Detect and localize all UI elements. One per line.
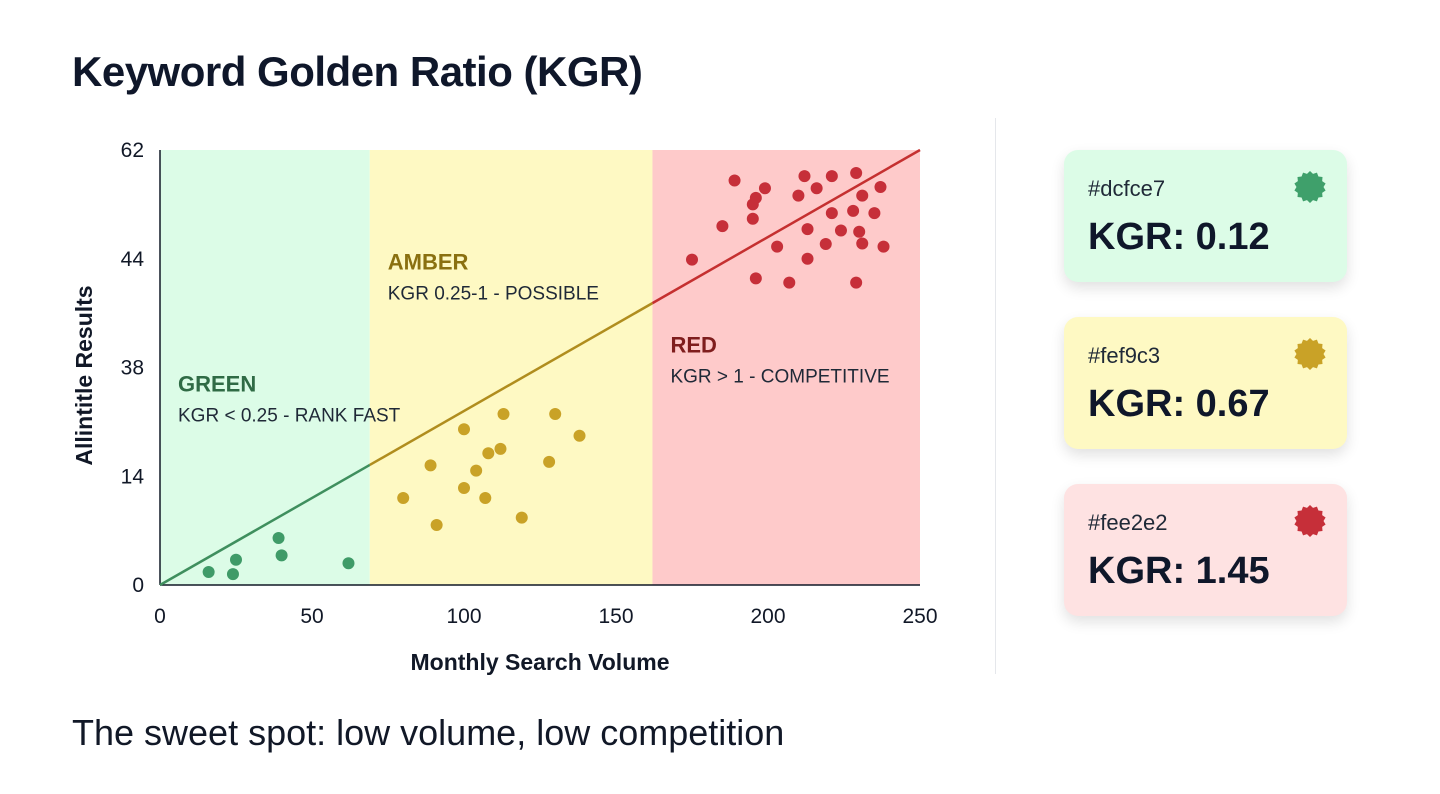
data-point-amber — [573, 429, 586, 442]
card-hex-label: #fef9c3 — [1088, 343, 1161, 368]
data-point-amber — [470, 464, 483, 477]
zone-amber — [369, 150, 653, 585]
data-point-amber — [482, 447, 495, 460]
x-tick-label: 150 — [598, 605, 633, 628]
data-point-green — [272, 532, 285, 545]
data-point-red — [716, 220, 729, 233]
data-point-red — [853, 225, 866, 238]
data-point-amber — [494, 442, 507, 455]
data-point-red — [825, 207, 838, 220]
data-point-red — [856, 189, 869, 202]
data-point-red — [746, 212, 759, 225]
zone-red — [652, 150, 920, 585]
data-point-red — [783, 276, 796, 289]
data-point-amber — [397, 492, 410, 504]
kgr-chart: 0 50 100 150 200 250 0 14 38 44 62 Monthly Search V… — [60, 130, 960, 690]
data-point-green — [275, 549, 288, 562]
x-axis-label: Monthly Search Volume — [410, 649, 669, 675]
data-point-red — [758, 182, 771, 195]
zone-green — [160, 150, 370, 585]
zone-label-green: GREEN — [178, 371, 256, 396]
data-point-red — [749, 191, 762, 204]
badge-icon — [1294, 505, 1326, 537]
zone-desc-red: KGR > 1 - COMPETITIVE — [670, 366, 889, 387]
data-point-red — [771, 240, 784, 253]
badge-icon — [1294, 338, 1326, 370]
scatter-chart-svg: 0 50 100 150 200 250 0 14 38 44 62 Monthly Search V… — [71, 139, 938, 675]
x-tick-label: 0 — [154, 605, 166, 628]
data-point-amber — [458, 423, 470, 436]
card-red: #fee2e2 KGR: 1.45 — [1064, 484, 1347, 616]
x-tick-label: 200 — [750, 605, 785, 628]
data-point-red — [686, 253, 698, 266]
data-point-red — [728, 174, 741, 187]
data-point-red — [877, 240, 890, 253]
kgr-cards: #dcfce7 KGR: 0.12 #fef9c3 KGR: 0.67 #fee… — [1064, 150, 1347, 651]
page-title: Keyword Golden Ratio (KGR) — [72, 48, 643, 95]
data-point-red — [847, 204, 860, 217]
data-point-red — [825, 170, 838, 183]
y-axis-label: Allintitle Results — [71, 285, 97, 465]
data-point-red — [801, 252, 814, 265]
x-tick-label: 250 — [902, 605, 937, 628]
trend-line-segment — [651, 148, 921, 305]
data-point-amber — [479, 492, 492, 504]
x-tick-label: 100 — [446, 605, 481, 628]
data-point-red — [834, 224, 847, 237]
card-kgr-value: KGR: 0.67 — [1088, 383, 1270, 425]
card-kgr-value: KGR: 1.45 — [1088, 550, 1270, 592]
y-tick-label: 38 — [121, 357, 144, 380]
data-point-amber — [497, 408, 510, 421]
zone-desc-amber: KGR 0.25-1 - POSSIBLE — [388, 284, 599, 305]
zone-desc-green: KGR < 0.25 - RANK FAST — [178, 405, 401, 426]
data-point-red — [798, 170, 811, 183]
data-point-amber — [515, 511, 528, 524]
data-point-amber — [543, 455, 556, 468]
data-point-red — [819, 237, 832, 250]
trend-line-segment — [369, 302, 654, 467]
data-point-amber — [549, 408, 562, 421]
data-point-amber — [424, 459, 437, 472]
y-tick-label: 62 — [121, 139, 144, 162]
data-point-green — [342, 557, 355, 570]
page-subtitle: The sweet spot: low volume, low competit… — [72, 712, 785, 753]
data-point-red — [850, 276, 863, 289]
card-hex-label: #dcfce7 — [1088, 176, 1166, 201]
data-point-red — [792, 189, 805, 202]
data-point-red — [810, 182, 823, 195]
data-point-red — [850, 167, 863, 180]
data-point-red — [801, 223, 814, 236]
card-hex-label: #fee2e2 — [1088, 510, 1168, 535]
card-green: #dcfce7 KGR: 0.12 — [1064, 150, 1347, 282]
data-point-green — [230, 553, 242, 566]
badge-icon — [1294, 171, 1326, 203]
data-point-green — [202, 565, 215, 578]
y-tick-label: 14 — [121, 465, 145, 488]
data-point-red — [868, 207, 881, 220]
card-amber: #fef9c3 KGR: 0.67 — [1064, 317, 1347, 449]
data-point-red — [749, 272, 762, 285]
data-point-amber — [430, 518, 443, 531]
card-kgr-value: KGR: 0.12 — [1088, 216, 1270, 258]
data-point-green — [226, 568, 239, 581]
zone-label-red: RED — [670, 332, 716, 357]
zone-label-amber: AMBER — [388, 250, 469, 275]
data-point-red — [874, 180, 887, 193]
y-tick-label: 44 — [121, 248, 145, 271]
trend-line-segment — [159, 463, 371, 587]
data-point-amber — [458, 481, 470, 494]
vertical-divider — [995, 118, 996, 674]
data-point-red — [856, 237, 869, 250]
y-tick-label: 0 — [132, 574, 144, 597]
x-tick-label: 50 — [300, 605, 323, 628]
